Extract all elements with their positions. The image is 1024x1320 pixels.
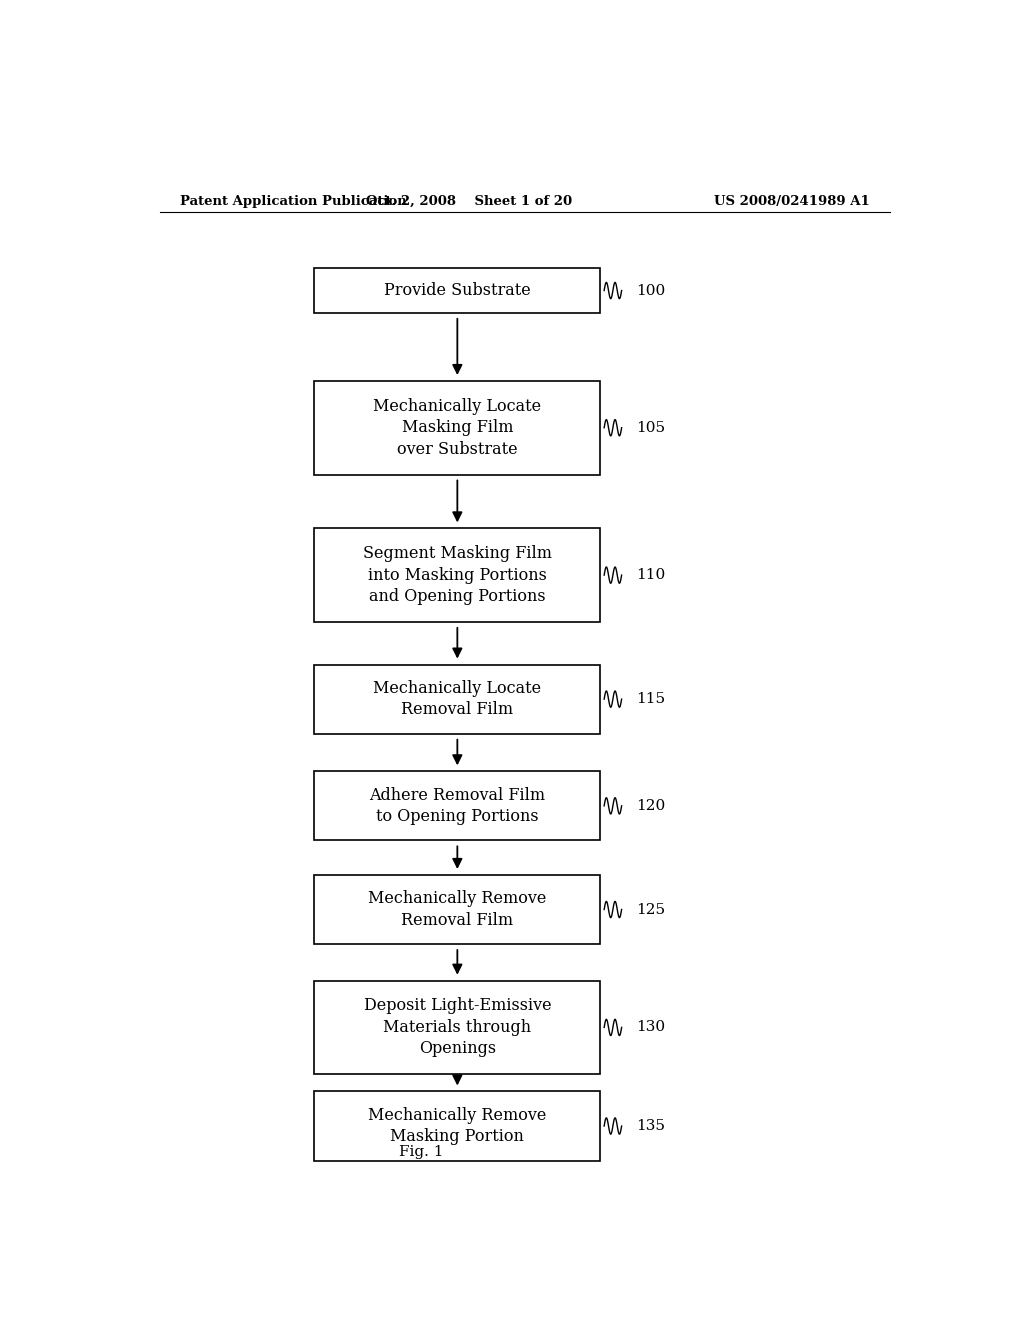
Bar: [314, 875, 600, 944]
Text: US 2008/0241989 A1: US 2008/0241989 A1: [715, 194, 870, 207]
Text: 110: 110: [636, 568, 666, 582]
Text: Segment Masking Film
into Masking Portions
and Opening Portions: Segment Masking Film into Masking Portio…: [362, 545, 552, 605]
Text: 125: 125: [636, 903, 665, 916]
Bar: [314, 664, 600, 734]
Text: Mechanically Locate
Masking Film
over Substrate: Mechanically Locate Masking Film over Su…: [374, 397, 542, 458]
Text: Adhere Removal Film
to Opening Portions: Adhere Removal Film to Opening Portions: [370, 787, 546, 825]
Text: Mechanically Locate
Removal Film: Mechanically Locate Removal Film: [374, 680, 542, 718]
Text: 105: 105: [636, 421, 665, 434]
Text: Mechanically Remove
Masking Portion: Mechanically Remove Masking Portion: [369, 1106, 547, 1146]
Text: Provide Substrate: Provide Substrate: [384, 282, 530, 300]
Text: Oct. 2, 2008    Sheet 1 of 20: Oct. 2, 2008 Sheet 1 of 20: [367, 194, 572, 207]
Bar: [314, 1092, 600, 1160]
Text: Patent Application Publication: Patent Application Publication: [179, 194, 407, 207]
Bar: [314, 528, 600, 622]
Bar: [314, 381, 600, 474]
Bar: [314, 771, 600, 841]
Bar: [314, 981, 600, 1074]
Text: Fig. 1: Fig. 1: [399, 1146, 443, 1159]
Bar: [314, 268, 600, 313]
Text: 130: 130: [636, 1020, 665, 1035]
Text: 115: 115: [636, 692, 665, 706]
Text: Mechanically Remove
Removal Film: Mechanically Remove Removal Film: [369, 890, 547, 929]
Text: 120: 120: [636, 799, 666, 813]
Text: 135: 135: [636, 1119, 665, 1133]
Text: 100: 100: [636, 284, 666, 297]
Text: Deposit Light-Emissive
Materials through
Openings: Deposit Light-Emissive Materials through…: [364, 998, 551, 1057]
